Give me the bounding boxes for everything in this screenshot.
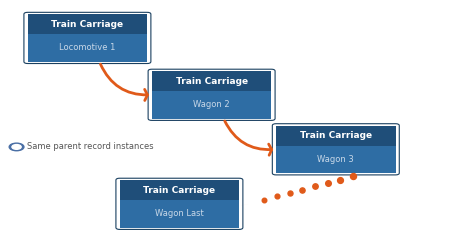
FancyBboxPatch shape — [275, 146, 395, 173]
Text: Train Carriage: Train Carriage — [51, 20, 123, 29]
FancyBboxPatch shape — [119, 180, 239, 200]
FancyBboxPatch shape — [275, 126, 395, 146]
FancyBboxPatch shape — [119, 200, 239, 228]
Text: Locomotive 1: Locomotive 1 — [59, 43, 115, 52]
Circle shape — [9, 143, 24, 151]
Text: Train Carriage: Train Carriage — [143, 186, 215, 195]
FancyBboxPatch shape — [28, 34, 147, 62]
Text: Train Carriage: Train Carriage — [299, 131, 371, 140]
FancyBboxPatch shape — [151, 71, 271, 91]
FancyBboxPatch shape — [151, 91, 271, 118]
Circle shape — [12, 145, 21, 149]
FancyBboxPatch shape — [28, 14, 147, 34]
Text: Same parent record instances: Same parent record instances — [27, 142, 153, 151]
Text: Wagon Last: Wagon Last — [155, 209, 203, 218]
Text: Train Carriage: Train Carriage — [175, 77, 247, 86]
Text: Wagon 2: Wagon 2 — [193, 100, 230, 109]
Text: Wagon 3: Wagon 3 — [317, 155, 353, 164]
